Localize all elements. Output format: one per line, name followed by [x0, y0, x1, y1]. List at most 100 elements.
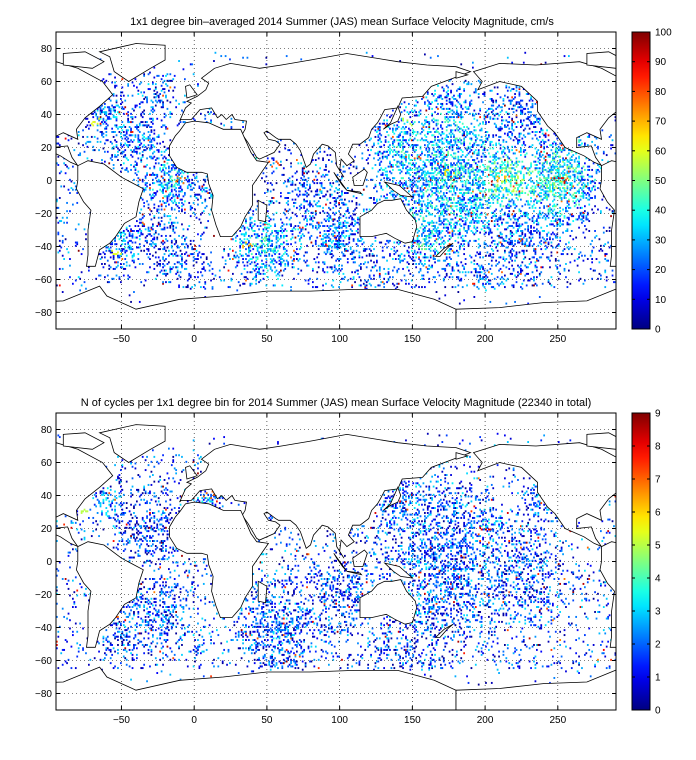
data-cell — [451, 185, 454, 188]
data-cell — [262, 269, 265, 272]
data-cell — [432, 187, 435, 190]
data-cell — [406, 251, 409, 254]
data-cell — [280, 261, 282, 264]
data-cell — [169, 86, 172, 89]
data-cell — [153, 263, 156, 265]
data-cell — [275, 200, 278, 203]
data-cell — [432, 159, 435, 161]
data-cell — [393, 159, 396, 161]
data-cell — [472, 170, 474, 173]
data-cell — [346, 230, 349, 232]
data-cell — [428, 127, 431, 130]
data-cell — [355, 201, 358, 204]
data-cell — [434, 281, 436, 284]
data-cell — [58, 249, 61, 252]
data-cell — [351, 216, 354, 219]
data-cell — [147, 124, 150, 127]
data-cell — [303, 172, 306, 175]
data-cell — [281, 284, 284, 287]
data-cell — [351, 253, 354, 256]
data-cell — [428, 259, 431, 262]
data-cell — [138, 144, 141, 147]
data-cell — [461, 116, 464, 119]
data-cell — [115, 261, 118, 264]
data-cell — [441, 150, 444, 153]
data-cell — [451, 276, 454, 279]
data-cell — [149, 253, 151, 256]
data-cell — [160, 205, 163, 208]
data-cell — [303, 193, 306, 196]
data-cell — [296, 215, 298, 218]
data-cell — [432, 225, 435, 227]
data-cell — [306, 180, 308, 183]
data-cell — [192, 248, 195, 251]
data-cell — [441, 140, 444, 143]
data-cell — [150, 157, 153, 160]
data-cell — [173, 167, 176, 170]
data-cell — [386, 173, 388, 176]
data-cell — [386, 178, 388, 181]
data-cell — [181, 264, 183, 267]
data-cell — [424, 254, 426, 257]
data-cell — [397, 135, 400, 138]
data-cell — [162, 124, 164, 127]
data-cell — [290, 152, 292, 155]
data-cell — [479, 185, 482, 188]
data-cell — [384, 243, 387, 246]
data-cell — [333, 244, 336, 247]
data-cell — [454, 205, 457, 208]
data-cell — [182, 121, 185, 124]
data-cell — [165, 201, 167, 204]
data-cell — [440, 154, 442, 157]
data-cell — [127, 274, 130, 277]
data-cell — [486, 131, 489, 133]
data-cell — [122, 248, 125, 251]
data-cell — [435, 177, 438, 180]
data-cell — [294, 183, 297, 186]
data-cell — [291, 266, 294, 269]
data-cell — [261, 239, 263, 242]
data-cell — [428, 107, 431, 110]
data-cell — [176, 244, 179, 247]
data-cell — [402, 142, 404, 145]
data-cell — [434, 177, 436, 180]
data-cell — [130, 248, 132, 251]
data-cell — [392, 135, 394, 138]
data-cell — [344, 213, 346, 216]
data-cell — [88, 127, 90, 130]
data-cell — [141, 116, 144, 119]
data-cell — [479, 81, 482, 84]
data-cell — [178, 180, 180, 183]
data-cell — [445, 164, 448, 166]
data-cell — [99, 124, 102, 127]
data-cell — [486, 206, 489, 209]
data-cell — [153, 93, 156, 95]
data-cell — [469, 182, 471, 185]
data-cell — [160, 190, 163, 193]
data-cell — [456, 177, 458, 180]
data-cell — [431, 206, 434, 209]
data-cell — [204, 114, 207, 117]
data-cell — [181, 210, 183, 213]
data-cell — [480, 220, 483, 223]
data-cell — [434, 192, 436, 194]
data-cell — [381, 249, 384, 252]
data-cell — [165, 167, 167, 170]
data-cell — [466, 111, 468, 114]
data-cell — [284, 180, 287, 183]
data-cell — [76, 192, 79, 194]
data-cell — [422, 225, 425, 227]
data-cell — [438, 200, 441, 203]
data-cell — [314, 239, 317, 242]
data-cell — [134, 236, 137, 239]
data-cell — [434, 119, 436, 122]
data-cell — [438, 167, 441, 170]
data-cell — [204, 281, 207, 284]
data-cell — [166, 147, 169, 150]
data-cell — [239, 230, 242, 232]
data-cell — [297, 195, 300, 198]
data-cell — [189, 239, 192, 242]
data-cell — [348, 238, 351, 241]
data-cell — [57, 135, 60, 138]
data-cell — [185, 178, 188, 181]
